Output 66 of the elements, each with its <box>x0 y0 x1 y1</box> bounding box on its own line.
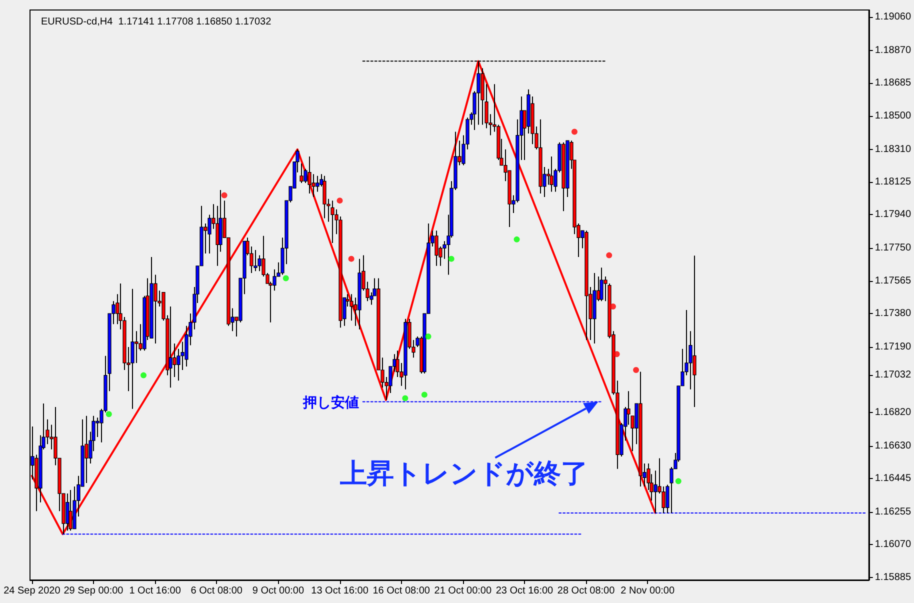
x-tick-label: 28 Oct 08:00 <box>557 586 616 596</box>
y-tick-label: 1.16070 <box>874 539 912 550</box>
candlestick <box>316 175 320 192</box>
x-tick-label: 1 Oct 16:00 <box>129 586 182 596</box>
candlestick <box>322 175 326 219</box>
point <box>514 236 520 242</box>
point <box>221 192 228 198</box>
y-tick-label: 1.17750 <box>874 242 912 254</box>
y-tick-label: 1.16445 <box>874 473 912 484</box>
line-series <box>30 60 656 536</box>
candlestick <box>300 163 304 184</box>
candlestick <box>68 490 72 532</box>
point <box>425 333 432 340</box>
candlestick <box>172 343 176 378</box>
x-tick-label: 6 Oct 08:00 <box>190 586 243 596</box>
x-tick-label: 2 Nov 00:00 <box>620 586 675 596</box>
y-tick-label: 1.18500 <box>874 110 912 122</box>
candlestick <box>330 200 334 244</box>
candlestick <box>550 156 554 192</box>
point <box>140 372 147 378</box>
candlestick <box>154 274 158 344</box>
x-tick-label: 29 Sep 00:00 <box>64 586 124 596</box>
x-tick-label: 13 Oct 16:00 <box>311 586 369 596</box>
point <box>448 256 454 262</box>
y-tick-label: 1.18310 <box>874 144 912 155</box>
y-tick-label: 1.18125 <box>874 176 912 188</box>
y-tick-label: 1.17190 <box>874 342 912 353</box>
point <box>571 128 578 135</box>
candlestick <box>308 156 312 194</box>
x-tick-label: 24 Sep 2020 <box>4 586 61 596</box>
x-tick-label: 21 Oct 00:00 <box>434 586 492 596</box>
candlestick <box>130 288 134 410</box>
y-tick-label: 1.19060 <box>874 12 912 23</box>
candlestick <box>66 493 70 532</box>
y-tick-label: 1.17380 <box>874 308 912 320</box>
point <box>633 367 640 373</box>
point <box>402 395 408 402</box>
y-tick-label: 1.16820 <box>874 406 912 418</box>
candlestick <box>626 390 630 426</box>
y-tick-label: 1.17565 <box>874 275 912 286</box>
point <box>606 252 612 258</box>
text: EURUSD-cd,H4 1.17141 1.17708 1.16850 1.17032 <box>41 16 272 28</box>
candlestick <box>434 230 438 266</box>
y-tick-label: 1.17940 <box>874 209 912 220</box>
candlestick <box>84 415 88 484</box>
x-tick-label: 9 Oct 00:00 <box>252 586 304 596</box>
x-tick-label: 23 Oct 16:00 <box>496 586 554 596</box>
point <box>421 392 428 398</box>
y-tick-label: 1.18870 <box>874 45 912 56</box>
point <box>675 478 682 484</box>
y-tick-label: 1.15885 <box>874 572 912 583</box>
y-tick-label: 1.18685 <box>874 78 912 89</box>
y-tick-label: 1.16255 <box>874 506 912 518</box>
y-tick-label: 1.17032 <box>874 369 912 380</box>
y-tick-label: 1.16630 <box>874 440 912 452</box>
candlestick <box>692 255 696 408</box>
candlestick <box>254 250 258 272</box>
point <box>336 198 343 204</box>
annotation: 上昇トレンドが終了 <box>339 458 588 488</box>
candlestick <box>168 306 172 388</box>
series-label: 押し安値 <box>302 394 359 410</box>
x-tick-label: 16 Oct 08:00 <box>372 586 430 596</box>
point <box>282 275 289 282</box>
point <box>348 256 354 262</box>
candlestick <box>600 267 604 302</box>
point <box>106 411 112 418</box>
